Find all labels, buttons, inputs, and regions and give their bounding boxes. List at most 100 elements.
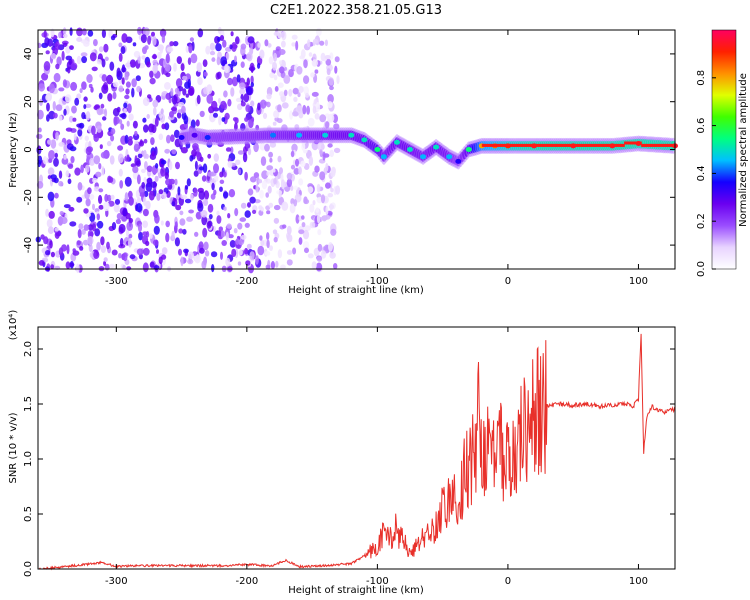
spectrogram-noise-cell <box>143 196 147 206</box>
spectrogram-noise-cell <box>123 102 128 109</box>
spectrogram-noise-cell <box>291 42 296 47</box>
colorbar-tick-label: 0.4 <box>696 165 707 181</box>
spectrogram-band-cell <box>519 143 522 147</box>
spectrogram-noise-cell <box>265 264 271 270</box>
spectrogram-noise-cell <box>217 36 221 42</box>
spectrogram-noise-cell <box>275 260 279 268</box>
spectrogram-noise-cell <box>261 170 269 180</box>
spectrogram-noise-cell <box>94 228 101 237</box>
spectrogram-noise-cell <box>84 135 90 142</box>
spectrogram-noise-cell <box>240 234 247 240</box>
spectrogram-band-cell <box>571 143 574 147</box>
spectrogram-noise-cell <box>160 108 164 115</box>
spectrogram-noise-cell <box>266 93 272 100</box>
spectrogram-noise-cell <box>219 35 225 41</box>
spectrogram-noise-cell <box>165 92 172 100</box>
spectrogram-noise-cell <box>177 186 181 196</box>
spectrogram-noise-cell <box>55 131 59 141</box>
colorbar-tick-label: 0.8 <box>696 70 707 86</box>
spectrogram-noise-cell <box>229 240 236 248</box>
spectrogram-noise-cell <box>86 74 93 83</box>
spectrogram-noise-cell <box>100 236 105 246</box>
spectrogram-noise-cell <box>274 86 279 92</box>
spectrogram-noise-cell <box>333 147 341 154</box>
spectrogram-noise-cell <box>281 30 287 41</box>
spectrogram-noise-cell <box>43 236 49 245</box>
spectrogram-band-cell <box>591 143 594 147</box>
spectrogram-noise-cell <box>124 176 132 187</box>
spectrogram-noise-cell <box>199 247 205 254</box>
spectrogram-noise-cell <box>127 103 132 114</box>
spectrogram-noise-cell <box>142 208 149 217</box>
spectrogram-noise-cell <box>149 77 156 85</box>
spectrogram-noise-cell <box>197 202 204 212</box>
spectrogram-noise-cell <box>264 39 269 47</box>
spectrogram-noise-cell <box>207 153 212 159</box>
spectrogram-ridge-point <box>407 147 413 152</box>
spectrogram-band-cell <box>483 143 486 147</box>
spectrogram-noise-cell <box>237 168 242 175</box>
spectrogram-band-cell <box>642 143 645 147</box>
spectrogram-noise-cell <box>237 103 243 111</box>
spectrogram-band-cell <box>618 143 621 147</box>
spectrogram-band-cell <box>672 143 675 147</box>
spectrogram-noise-cell <box>293 168 300 175</box>
spectrogram-band-cell <box>658 143 660 147</box>
spectrogram-noise-cell <box>278 49 286 55</box>
spectrogram-noise-cell <box>186 216 194 222</box>
spectrogram-noise-cell <box>227 98 232 107</box>
spectrogram-band-cell <box>548 143 551 147</box>
spectrogram-noise-cell <box>148 190 155 201</box>
spectrogram-noise-cell <box>304 225 311 232</box>
spectrogram-noise-cell <box>202 59 208 67</box>
x-tick-label: -200 <box>236 576 259 587</box>
spectrogram-band-cell <box>660 143 663 147</box>
spectrogram-noise-cell <box>192 143 199 150</box>
spectrogram-y-ticks: -40 -20 0 20 40 <box>23 48 675 253</box>
spectrogram-band-cell <box>599 143 602 147</box>
spectrogram-noise-cell <box>325 121 330 129</box>
spectrogram-band-cell <box>509 143 512 147</box>
spectrogram-ridge-point <box>296 132 303 138</box>
spectrogram-noise-cell <box>98 46 104 53</box>
spectrogram-noise-cell <box>272 229 278 235</box>
spectrogram-noise-cell <box>68 115 74 123</box>
spectrogram-noise-cell <box>131 87 135 98</box>
spectrogram-noise-cell <box>143 27 150 36</box>
spectrogram-noise-cell <box>101 166 105 176</box>
spectrogram-noise-cell <box>307 117 315 127</box>
spectrogram-noise-cell <box>54 227 60 232</box>
spectrogram-band-cell <box>607 143 610 147</box>
spectrogram-noise-cell <box>259 189 264 199</box>
spectrogram-band-cell <box>626 141 629 145</box>
spectrogram-band-cell <box>514 143 517 147</box>
spectrogram-noise-cell <box>230 87 235 97</box>
spectrogram-noise-cell <box>211 264 215 273</box>
colorbar-label: Normalized spectral amplitude <box>738 73 749 227</box>
spectrogram-noise-cell <box>266 165 274 171</box>
spectrogram-noise-cell <box>277 249 283 259</box>
spectrogram-noise-cell <box>146 61 151 68</box>
spectrogram-noise-cell <box>96 107 104 116</box>
spectrogram-ridge-point <box>178 135 185 140</box>
spectrogram-noise-cell <box>160 159 167 165</box>
spectrogram-noise-cell <box>298 229 305 234</box>
spectrogram-noise-cell <box>83 104 87 110</box>
spectrogram-noise-cell <box>121 66 127 73</box>
spectrogram-noise-cell <box>330 170 336 178</box>
spectrogram-noise-cell <box>293 199 298 207</box>
spectrogram-band-cell <box>502 143 505 147</box>
spectrogram-noise-cell <box>317 141 325 152</box>
spectrogram-band-cell <box>628 141 630 145</box>
spectrogram-noise-cell <box>104 193 109 203</box>
spectrogram-noise-cell <box>325 162 329 172</box>
spectrogram-noise-cell <box>54 41 60 51</box>
spectrogram-band-cell <box>492 143 495 147</box>
spectrogram-noise-cell <box>164 122 170 131</box>
spectrogram-noise-cell <box>314 69 319 74</box>
spectrogram-noise-cell <box>268 56 274 65</box>
spectrogram-noise-cell <box>174 237 180 247</box>
spectrogram-band-cell <box>565 143 568 147</box>
spectrogram-noise-cell <box>305 92 310 98</box>
spectrogram-noise-cell <box>226 223 232 229</box>
